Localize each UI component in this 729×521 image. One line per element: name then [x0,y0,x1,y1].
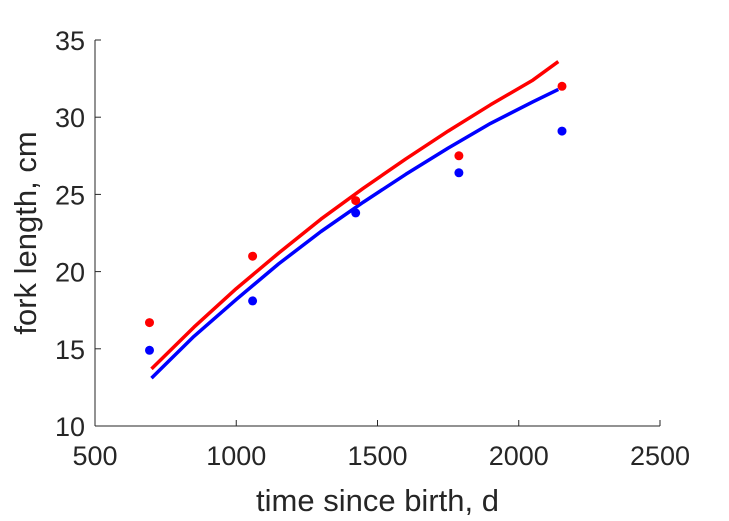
axis-labels: time since birth, d fork length, cm [8,131,499,518]
y-tick-label: 25 [55,180,85,210]
x-tick-label: 1500 [347,441,407,471]
y-tick-label: 10 [55,412,85,442]
y-tick-label: 30 [55,103,85,133]
x-tick-label: 1000 [206,441,266,471]
data-point [557,126,567,136]
x-tick-label: 2000 [489,441,549,471]
data-point [145,318,154,328]
fit-curves [150,60,560,380]
y-tick-label: 35 [55,26,85,56]
axes: 500 1000 1500 2000 2500 10 15 20 25 30 35 [55,26,690,471]
data-point [351,208,361,218]
data-point [454,168,464,178]
data-point [248,296,258,306]
data-point [248,251,258,261]
y-tick-label: 20 [55,258,85,288]
fit-curve-2 [150,87,560,380]
data-point [145,345,154,355]
y-axis-label: fork length, cm [8,131,43,334]
data-point [557,81,567,91]
data-point [454,151,464,161]
x-axis-label: time since birth, d [256,483,499,518]
data-points [145,81,567,355]
x-tick-label: 500 [72,441,117,471]
fit-curve-1 [150,60,560,371]
y-tick-label: 15 [55,335,85,365]
data-point [351,196,361,206]
x-tick-label: 2500 [630,441,690,471]
